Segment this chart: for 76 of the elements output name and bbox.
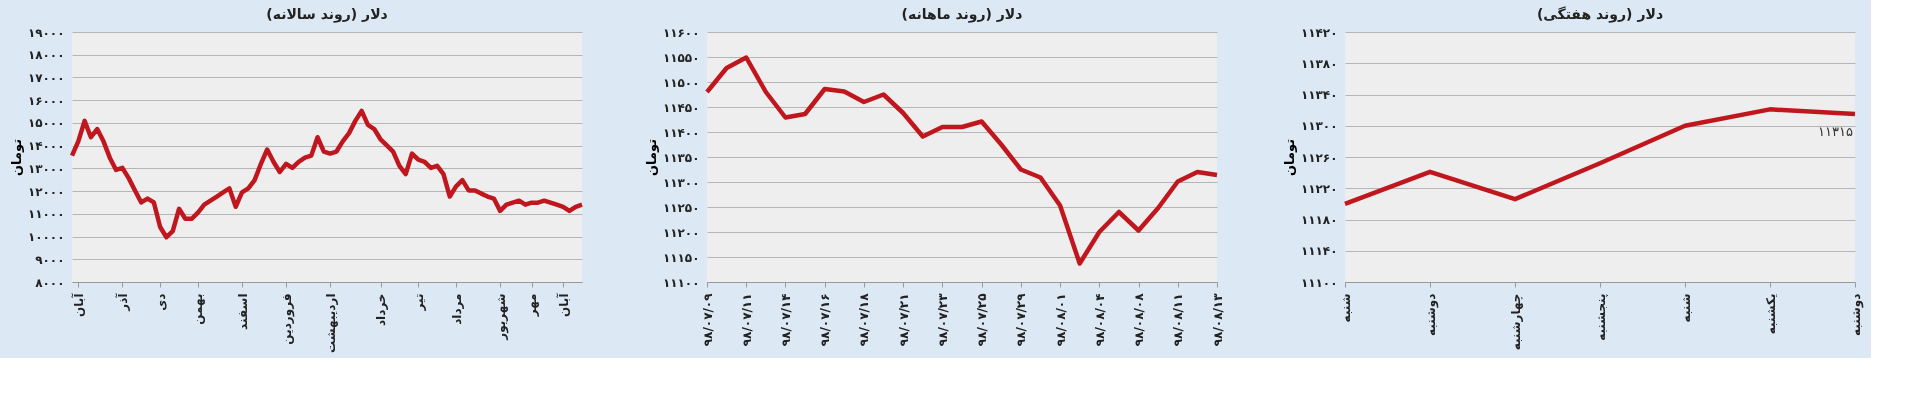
y-tick-label: ۱۱۰۰۰ [27, 207, 65, 222]
y-tick-label: ۸۰۰۰ [35, 275, 65, 290]
y-tick-label: ۱۱۵۰۰ [662, 75, 700, 90]
y-tick-label: ۱۱۳۰۰ [1300, 119, 1338, 134]
y-tick-label: ۱۱۱۴۰ [1300, 244, 1338, 259]
y-tick-label: ۱۱۳۵۰ [662, 150, 700, 165]
x-tick-label: دوشنبه [1423, 293, 1439, 336]
x-tick-label: ۹۸/۰۷/۲۱ [896, 293, 911, 347]
y-tick-label: ۹۰۰۰ [35, 252, 65, 267]
x-tick-label: چهارشنبه [1508, 293, 1523, 351]
y-tick-label: ۱۶۰۰۰ [27, 93, 65, 108]
x-tick-label: دوشنبه [1848, 293, 1864, 336]
y-tick-label: ۱۱۱۰۰ [662, 275, 700, 290]
y-axis-title: تومان [643, 138, 659, 177]
y-tick-label: ۱۷۰۰۰ [27, 70, 65, 85]
y-tick-label: ۱۱۲۶۰ [1300, 150, 1338, 165]
x-tick-label: تیر [411, 293, 426, 312]
x-tick-label: دی [153, 293, 168, 311]
y-tick-label: ۱۲۰۰۰ [27, 184, 65, 199]
x-tick-label: آذر [114, 292, 130, 312]
x-tick-label: آبان [70, 292, 86, 317]
x-tick-label: اردیبهشت [323, 293, 338, 353]
x-tick-label: ۹۸/۰۷/۲۹ [1014, 292, 1029, 347]
x-tick-label: بهمن [191, 293, 206, 325]
chart-title: دلار (روند ماهانه) [901, 6, 1023, 23]
y-axis-title: تومان [8, 138, 24, 177]
x-tick-label: ۹۸/۰۸/۱۱ [1171, 293, 1186, 347]
x-tick-label: پنجشنبه [1593, 293, 1608, 341]
y-tick-label: ۱۱۲۲۰ [1300, 181, 1338, 196]
x-tick-label: مهر [525, 293, 540, 318]
x-tick-label: شهریور [493, 293, 509, 341]
y-tick-label: ۱۱۲۰۰ [662, 225, 700, 240]
x-tick-label: ۹۸/۰۷/۲۵ [975, 293, 990, 347]
x-tick-label: ۹۸/۰۸/۰۱ [1053, 293, 1068, 347]
y-tick-label: ۱۱۳۴۰ [1300, 88, 1338, 102]
y-tick-label: ۱۱۱۰۰ [1300, 275, 1338, 290]
y-tick-label: ۱۸۰۰۰ [27, 48, 65, 63]
chart-title: دلار (روند هفتگی) [1536, 6, 1664, 23]
y-tick-label: ۱۱۴۵۰ [662, 100, 700, 115]
y-tick-label: ۱۱۱۸۰ [1300, 213, 1338, 227]
x-tick-label: ۹۸/۰۷/۱۱ [739, 293, 754, 347]
line-series [704, 55, 1220, 266]
x-tick-label: ۹۸/۰۸/۱۳ [1210, 292, 1225, 347]
data-label: ۱۱۳۱۵ [1818, 124, 1854, 140]
x-tick-label: آبان [555, 292, 571, 317]
line-series [69, 108, 585, 240]
y-tick-label: ۱۱۴۰۰ [662, 125, 700, 140]
x-tick-label: ۹۸/۰۷/۲۳ [935, 292, 950, 347]
y-tick-label: ۱۹۰۰۰ [27, 25, 65, 40]
y-tick-label: ۱۱۳۸۰ [1300, 56, 1338, 71]
line-series [1342, 107, 1858, 207]
x-tick-label: ۹۸/۰۷/۱۴ [778, 293, 793, 347]
x-tick-label: فروردین [279, 293, 295, 345]
chart-title: دلار (روند سالانه) [266, 6, 388, 23]
y-tick-label: ۱۱۳۰۰ [662, 175, 700, 190]
x-tick-label: ۹۸/۰۸/۰۴ [1092, 293, 1107, 347]
x-tick-label: خرداد [374, 293, 389, 327]
y-tick-label: ۱۱۴۲۰ [1300, 25, 1338, 40]
x-tick-label: ۹۸/۰۷/۱۸ [857, 292, 872, 347]
x-tick-label: ۹۸/۰۷/۰۹ [700, 292, 715, 347]
x-tick-label: یکشنبه [1763, 293, 1778, 335]
y-tick-label: ۱۵۰۰۰ [27, 116, 65, 131]
y-tick-label: ۱۱۱۵۰ [662, 250, 700, 265]
x-tick-label: شنبه [1678, 293, 1693, 323]
x-tick-label: شنبه [1338, 293, 1353, 323]
y-axis-title: تومان [1281, 138, 1297, 177]
y-tick-label: ۱۳۰۰۰ [27, 161, 65, 176]
y-tick-label: ۱۱۵۵۰ [662, 50, 700, 65]
y-tick-label: ۱۱۶۰۰ [662, 25, 700, 40]
x-tick-label: ۹۸/۰۷/۱۶ [818, 293, 833, 347]
x-tick-label: مرداد [449, 293, 464, 325]
y-tick-label: ۱۰۰۰۰ [27, 230, 65, 245]
y-tick-label: ۱۱۲۵۰ [662, 200, 700, 215]
x-tick-label: ۹۸/۰۸/۰۸ [1132, 292, 1147, 347]
y-tick-label: ۱۴۰۰۰ [27, 139, 65, 154]
x-tick-label: اسفند [235, 293, 250, 330]
